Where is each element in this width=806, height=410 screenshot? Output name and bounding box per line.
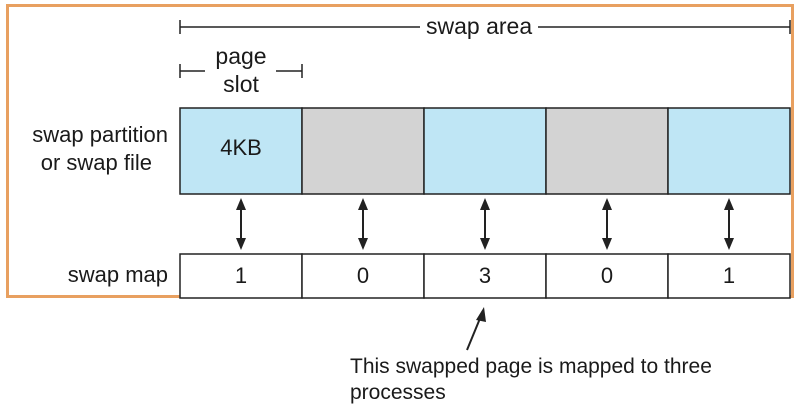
- swap-area-label: swap area: [420, 14, 539, 38]
- swap-map-count: 1: [234, 263, 248, 288]
- swap-map-count: 1: [722, 263, 736, 288]
- double-arrow: [602, 198, 612, 250]
- page-slot-label-line1: page: [215, 43, 267, 69]
- swap-map-cells: [179, 253, 791, 299]
- page-slot-dimension: [179, 64, 303, 78]
- swap-partition-slots: [179, 107, 791, 195]
- swap-map-cell: [545, 253, 669, 299]
- swap-map-cell: [179, 253, 303, 299]
- swap-slot-used: [667, 107, 791, 195]
- swap-slot-free: [301, 107, 425, 195]
- swap-map-cell: [423, 253, 547, 299]
- swap-slot-free: [545, 107, 669, 195]
- swap-partition-label-line1: swap partition: [32, 122, 168, 147]
- swap-slot-used: [423, 107, 547, 195]
- page-slot-label-line2: slot: [223, 71, 259, 97]
- swap-map-cell: [667, 253, 791, 299]
- swap-map-count: 0: [356, 263, 370, 288]
- annotation-pointer: [466, 307, 486, 351]
- annotation-line2: processes: [350, 381, 446, 404]
- swap-map-label: swap map: [67, 262, 168, 287]
- swap-map-cell: [301, 253, 425, 299]
- double-arrow: [236, 198, 246, 250]
- slot-size-label: 4KB: [220, 135, 262, 160]
- swap-map-count: 3: [478, 263, 492, 288]
- swap-slot-used: [179, 107, 303, 195]
- swap-map-count: 0: [600, 263, 614, 288]
- swap-partition-label-line2: or swap file: [40, 150, 152, 175]
- annotation-line1: This swapped page is mapped to three: [350, 355, 712, 378]
- double-arrow: [358, 198, 368, 250]
- double-arrow: [480, 198, 490, 250]
- slot-map-arrows: [236, 198, 734, 250]
- double-arrow: [724, 198, 734, 250]
